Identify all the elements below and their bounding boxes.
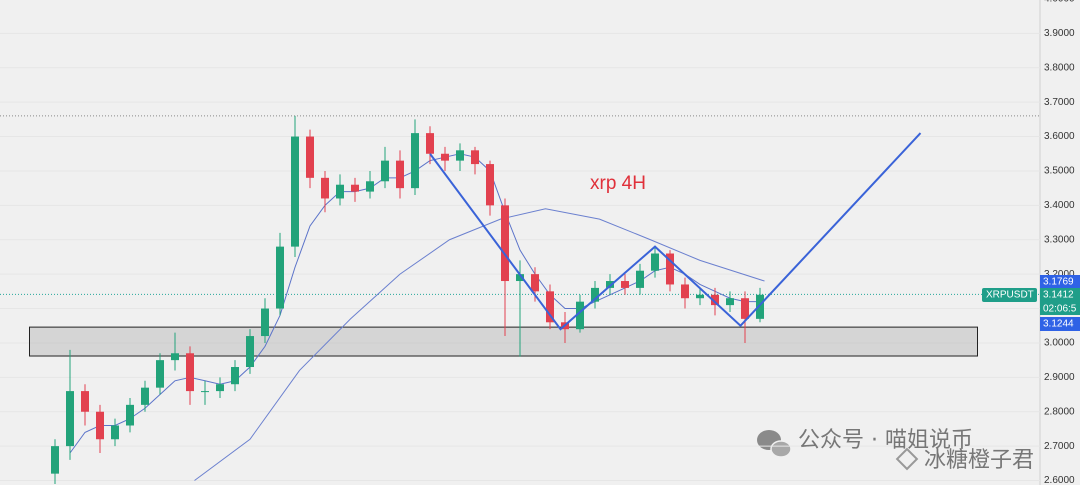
candle-body: [336, 184, 344, 199]
candle-body: [516, 274, 524, 282]
y-tick-label: 2.7000: [1044, 441, 1075, 452]
candle-body: [201, 391, 209, 393]
candle-body: [66, 391, 74, 447]
y-tick-label: 3.6000: [1044, 131, 1075, 142]
candle-body: [141, 387, 149, 405]
candle-body: [591, 287, 599, 302]
candle-body: [696, 294, 704, 299]
candle-body: [111, 425, 119, 440]
candle-body: [261, 308, 269, 337]
price-label: 3.1769: [1043, 277, 1074, 288]
candle-body: [531, 274, 539, 292]
y-tick-label: 3.2000: [1044, 269, 1075, 280]
watermark: 公众号 · 喵姐说币: [798, 428, 973, 453]
price-label-box: [1040, 317, 1080, 331]
candle-body: [726, 298, 734, 306]
candle-body: [366, 181, 374, 192]
countdown: 02:06:5: [1043, 304, 1077, 315]
candle-body: [471, 150, 479, 165]
candle-body: [486, 164, 494, 206]
candle-body: [606, 281, 614, 288]
symbol-label: XRPUSDT: [986, 290, 1034, 301]
candle-body: [246, 336, 254, 368]
candle-body: [711, 294, 719, 306]
annotation: xrp 4H: [590, 173, 646, 194]
candle-body: [171, 353, 179, 361]
candle-body: [186, 353, 194, 392]
watermark: 冰糖橙子君: [924, 448, 1034, 473]
countdown-box: [1040, 302, 1080, 315]
candle-body: [546, 291, 554, 323]
candle-body: [426, 133, 434, 154]
candle-body: [621, 281, 629, 288]
candle-body: [291, 136, 299, 247]
candle-body: [231, 367, 239, 385]
candle-body: [456, 150, 464, 161]
candle-body: [756, 294, 764, 319]
y-tick-label: 3.5000: [1044, 166, 1075, 177]
candle-body: [441, 153, 449, 161]
price-label-box: [1040, 288, 1080, 302]
candle-body: [276, 246, 284, 309]
candle-body: [96, 411, 104, 440]
candle-body: [81, 391, 89, 412]
y-tick-label: 3.9000: [1044, 28, 1075, 39]
y-tick-label: 3.7000: [1044, 97, 1075, 108]
price-label: 3.1244: [1043, 319, 1074, 330]
y-tick-label: 2.6000: [1044, 475, 1075, 485]
candle-body: [51, 446, 59, 474]
candle-body: [576, 301, 584, 330]
candle-body: [651, 253, 659, 271]
candle-body: [666, 253, 674, 285]
moving-average: [194, 208, 765, 481]
candle-body: [156, 360, 164, 388]
y-tick-label: 4.0000: [1044, 0, 1075, 5]
candle-body: [381, 160, 389, 182]
candle-body: [321, 177, 329, 199]
y-tick-label: 3.3000: [1044, 234, 1075, 245]
candle-body: [396, 160, 404, 189]
support-zone: [29, 326, 978, 357]
price-label: 3.1412: [1043, 290, 1074, 301]
candle-body: [741, 298, 749, 319]
candle-body: [501, 205, 509, 282]
candle-body: [681, 284, 689, 299]
y-tick-label: 2.9000: [1044, 372, 1075, 383]
price-label-box: [1040, 275, 1080, 289]
y-tick-label: 3.8000: [1044, 62, 1075, 73]
wechat-icon: [757, 430, 792, 458]
candle-body: [351, 184, 359, 192]
candle-body: [126, 404, 134, 426]
candle-body: [636, 270, 644, 288]
candle-body: [306, 136, 314, 178]
pattern-line: [429, 132, 922, 331]
y-tick-label: 3.4000: [1044, 200, 1075, 211]
symbol-box: [982, 288, 1037, 302]
weibo-icon: [895, 447, 919, 471]
y-tick-label: 3.0000: [1044, 338, 1075, 349]
candle-body: [411, 133, 419, 189]
y-tick-label: 2.8000: [1044, 406, 1075, 417]
candle-body: [216, 384, 224, 392]
